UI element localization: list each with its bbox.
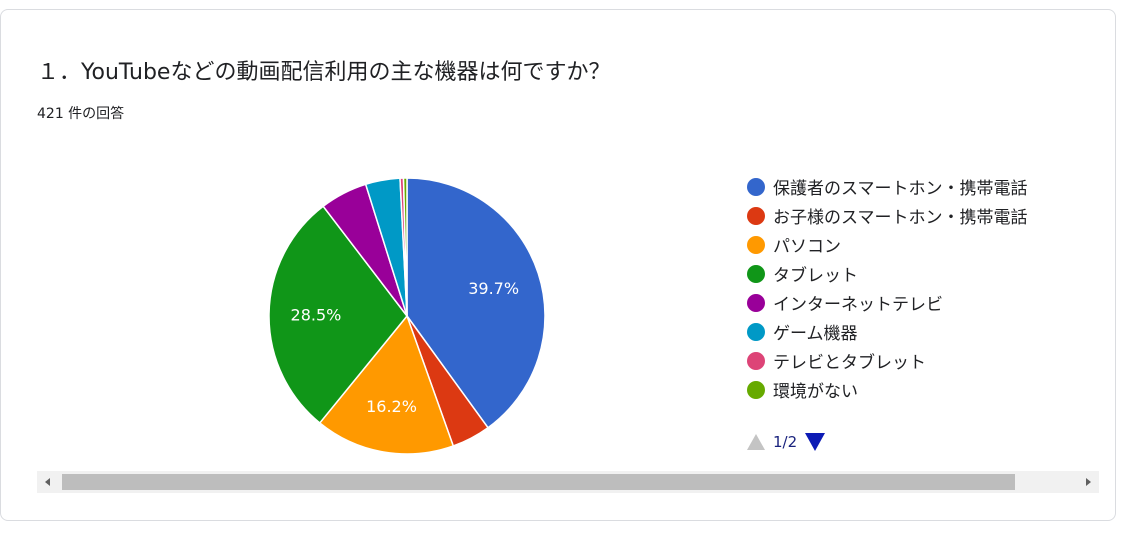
- legend-label: インターネットテレビ: [773, 295, 943, 315]
- question-title: １．YouTubeなどの動画配信利用の主な機器は何ですか？: [37, 60, 611, 85]
- response-count: 421 件の回答: [37, 106, 125, 122]
- legend-next-page-icon[interactable]: [805, 433, 826, 451]
- legend-label: 保護者のスマートホン・携帯電話: [773, 179, 1028, 199]
- scrollbar-thumb[interactable]: [62, 474, 1015, 490]
- pie-chart: 39.7% 16.2% 28.5%: [268, 177, 546, 455]
- legend-item[interactable]: 保護者のスマートホン・携帯電話: [747, 172, 1028, 201]
- question-card: １．YouTubeなどの動画配信利用の主な機器は何ですか？ 421 件の回答 3…: [0, 9, 1116, 521]
- pie-slice[interactable]: [268, 205, 408, 425]
- legend-swatch-icon: [747, 235, 765, 254]
- legend-label: お子様のスマートホン・携帯電話: [773, 208, 1028, 228]
- pie-slice[interactable]: [406, 177, 546, 429]
- legend-label: 環境がない: [773, 382, 858, 402]
- legend-item[interactable]: タブレット: [747, 259, 1028, 288]
- legend-label: ゲーム機器: [773, 324, 858, 344]
- legend-item[interactable]: お子様のスマートホン・携帯電話: [747, 201, 1028, 230]
- legend-item[interactable]: テレビとタブレット: [747, 346, 1028, 375]
- legend-pager: 1/2: [747, 433, 826, 451]
- pie-data-label: 39.7%: [468, 279, 519, 298]
- legend-item[interactable]: パソコン: [747, 230, 1028, 259]
- legend-swatch-icon: [747, 380, 765, 399]
- pie-slice[interactable]: [318, 314, 455, 455]
- legend-swatch-icon: [747, 264, 765, 283]
- legend-item[interactable]: インターネットテレビ: [747, 288, 1028, 317]
- legend-item[interactable]: 環境がない: [747, 375, 1028, 404]
- legend-swatch-icon: [747, 293, 765, 312]
- scroll-right-icon[interactable]: [1086, 478, 1091, 486]
- legend-swatch-icon: [747, 351, 765, 370]
- horizontal-scrollbar[interactable]: [37, 471, 1099, 493]
- legend-swatch-icon: [747, 206, 765, 225]
- pie-data-label: 28.5%: [291, 306, 342, 325]
- legend-label: テレビとタブレット: [773, 353, 926, 373]
- chart-legend: 保護者のスマートホン・携帯電話 お子様のスマートホン・携帯電話 パソコンタブレットイ…: [747, 172, 1028, 404]
- legend-item[interactable]: ゲーム機器: [747, 317, 1028, 346]
- legend-label: タブレット: [773, 266, 858, 286]
- legend-swatch-icon: [747, 322, 765, 341]
- legend-prev-page-icon[interactable]: [747, 434, 765, 450]
- pie-slice[interactable]: [402, 177, 408, 317]
- pie-data-label: 16.2%: [366, 397, 417, 416]
- legend-label: パソコン: [773, 237, 841, 257]
- legend-page-indicator: 1/2: [773, 433, 798, 451]
- legend-swatch-icon: [747, 177, 765, 196]
- scroll-left-icon[interactable]: [45, 478, 50, 486]
